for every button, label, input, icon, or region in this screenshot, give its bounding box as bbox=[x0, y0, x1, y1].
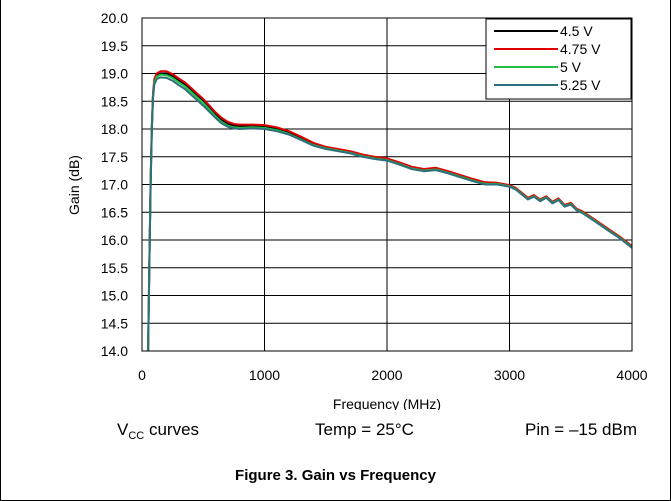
legend-label: 4.5 V bbox=[560, 23, 593, 39]
x-tick-labels: 0 1000 2000 3000 4000 bbox=[138, 367, 648, 383]
gain-chart: 14.0 14.5 15.0 15.5 16.0 16.5 17.0 17.5 18.0 18.5… bbox=[66, 10, 648, 410]
y-tick-label: 16.5 bbox=[101, 204, 128, 220]
series-line-4-75-v bbox=[147, 70, 633, 352]
vcc-rest: curves bbox=[144, 420, 200, 439]
y-tick-labels: 14.0 14.5 15.0 15.5 16.0 16.5 17.0 17.5 18.0 18.5… bbox=[101, 10, 128, 359]
y-tick-label: 16.0 bbox=[101, 232, 128, 248]
temp-note: Temp = 25°C bbox=[315, 420, 414, 439]
y-axis-label: Gain (dB) bbox=[66, 155, 82, 215]
y-tick-label: 14.5 bbox=[101, 315, 128, 331]
x-tick-label: 0 bbox=[138, 367, 146, 383]
x-axis-label: Frequency (MHz) bbox=[333, 396, 441, 410]
x-tick-label: 3000 bbox=[494, 367, 525, 383]
y-tick-label: 15.5 bbox=[101, 260, 128, 276]
figure-caption: Figure 3. Gain vs Frequency bbox=[235, 467, 436, 484]
y-tick-label: 14.0 bbox=[101, 343, 128, 359]
x-tick-label: 4000 bbox=[616, 367, 647, 383]
series-line-5-25-v bbox=[147, 76, 633, 352]
y-tick-label: 15.0 bbox=[101, 288, 128, 304]
pin-note: Pin = –15 dBm bbox=[525, 420, 637, 439]
series-group bbox=[147, 70, 633, 352]
legend-label: 5 V bbox=[560, 59, 582, 75]
vcc-sub: CC bbox=[128, 430, 145, 442]
x-tick-label: 2000 bbox=[371, 367, 402, 383]
y-tick-label: 19.5 bbox=[101, 38, 128, 54]
y-tick-label: 17.0 bbox=[101, 177, 128, 193]
legend-label: 4.75 V bbox=[560, 41, 601, 57]
y-tick-label: 19.0 bbox=[101, 66, 128, 82]
y-tick-label: 18.0 bbox=[101, 121, 128, 137]
y-tick-label: 18.5 bbox=[101, 93, 128, 109]
vcc-curves-note: VCC curves bbox=[117, 420, 199, 442]
x-tick-label: 1000 bbox=[249, 367, 280, 383]
plot-area-border bbox=[141, 17, 633, 352]
y-tick-label: 17.5 bbox=[101, 149, 128, 165]
legend-label: 5.25 V bbox=[560, 77, 601, 93]
y-tick-label: 20.0 bbox=[101, 10, 128, 26]
vcc-main: V bbox=[117, 420, 129, 439]
legend: 4.5 V 4.75 V 5 V 5.25 V bbox=[485, 18, 632, 100]
